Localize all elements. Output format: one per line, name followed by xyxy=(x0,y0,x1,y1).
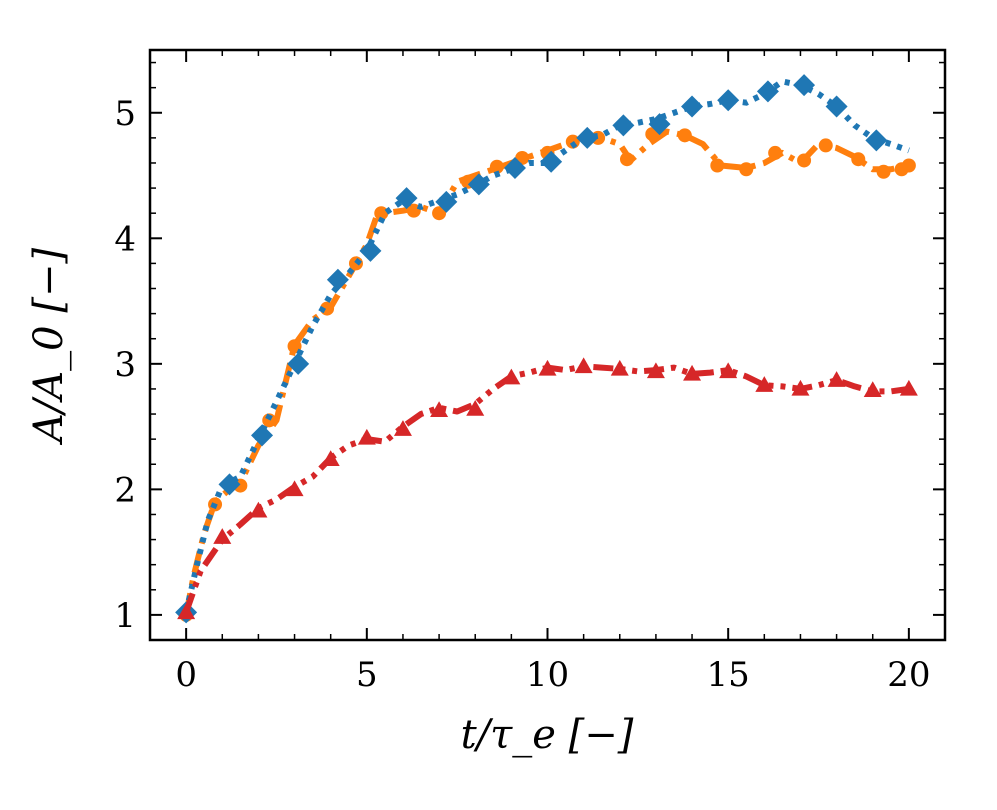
data-point-orange-circles-18 xyxy=(677,128,692,143)
data-point-orange-circles-8 xyxy=(406,203,421,218)
data-point-orange-circles-24 xyxy=(851,152,866,167)
data-point-blue-diamonds-18 xyxy=(825,95,848,118)
data-point-red-triangles-16 xyxy=(755,376,774,392)
data-point-red-triangles-9 xyxy=(502,368,521,385)
y-tick-label-4: 5 xyxy=(114,94,136,134)
data-point-orange-circles-21 xyxy=(768,145,783,160)
data-point-blue-diamonds-13 xyxy=(648,113,671,136)
data-point-red-triangles-4 xyxy=(321,450,340,466)
data-point-orange-circles-22 xyxy=(797,153,812,168)
data-point-orange-circles-23 xyxy=(818,138,833,153)
data-point-red-triangles-17 xyxy=(791,379,810,396)
x-tick-label-2: 10 xyxy=(526,655,569,695)
series-line-blue-diamonds xyxy=(183,78,910,614)
x-axis-label: t/τ_e [−] xyxy=(461,712,634,758)
data-point-red-triangles-5 xyxy=(357,428,376,445)
data-point-red-triangles-10 xyxy=(538,359,557,376)
data-point-blue-diamonds-12 xyxy=(612,114,635,137)
data-point-red-triangles-0 xyxy=(177,603,196,620)
y-tick-label-0: 1 xyxy=(114,596,136,636)
data-point-orange-circles-20 xyxy=(739,162,754,177)
data-point-blue-diamonds-5 xyxy=(359,239,382,262)
series-red-triangles xyxy=(177,357,918,620)
data-point-orange-circles-11 xyxy=(489,159,504,174)
x-tick-label-0: 0 xyxy=(175,655,197,695)
series-layer xyxy=(175,74,918,624)
data-point-red-triangles-18 xyxy=(827,371,846,387)
data-point-blue-diamonds-17 xyxy=(793,74,816,97)
y-axis-label: A/A_0 [−] xyxy=(26,248,72,447)
data-point-orange-circles-19 xyxy=(710,158,725,173)
data-point-blue-diamonds-3 xyxy=(287,352,310,375)
data-point-blue-diamonds-10 xyxy=(540,150,563,173)
data-point-red-triangles-2 xyxy=(249,501,268,518)
data-point-orange-circles-25 xyxy=(876,164,891,179)
data-point-red-triangles-20 xyxy=(899,379,918,396)
data-point-red-triangles-1 xyxy=(213,528,232,544)
data-point-blue-diamonds-1 xyxy=(218,473,241,496)
data-point-blue-diamonds-6 xyxy=(395,187,418,210)
data-point-red-triangles-8 xyxy=(466,400,485,416)
data-point-red-triangles-13 xyxy=(646,362,665,379)
data-point-red-triangles-7 xyxy=(430,401,449,418)
data-point-blue-diamonds-11 xyxy=(576,126,599,149)
data-point-red-triangles-11 xyxy=(574,357,593,374)
data-point-blue-diamonds-9 xyxy=(503,157,526,179)
data-point-blue-diamonds-7 xyxy=(435,190,458,213)
x-tick-label-1: 5 xyxy=(356,655,378,695)
data-point-red-triangles-6 xyxy=(393,420,412,436)
data-point-orange-circles-9 xyxy=(432,206,447,221)
tick-layer: 0 5 10 15 20 1 2 3 4 5 xyxy=(114,50,946,695)
data-point-blue-diamonds-2 xyxy=(251,424,274,447)
data-point-red-triangles-19 xyxy=(863,381,882,397)
data-point-blue-diamonds-19 xyxy=(865,129,888,152)
data-point-red-triangles-15 xyxy=(719,362,738,379)
data-point-orange-circles-27 xyxy=(901,158,916,173)
data-point-red-triangles-3 xyxy=(285,480,304,497)
data-point-orange-circles-3 xyxy=(262,413,277,428)
y-tick-label-1: 2 xyxy=(114,470,136,510)
data-point-blue-diamonds-14 xyxy=(681,95,704,118)
data-point-blue-diamonds-8 xyxy=(467,173,490,196)
series-blue-diamonds xyxy=(175,74,910,624)
data-point-blue-diamonds-15 xyxy=(717,89,740,112)
x-tick-label-4: 20 xyxy=(887,655,930,695)
y-tick-label-3: 4 xyxy=(114,219,136,259)
data-point-blue-diamonds-4 xyxy=(326,268,349,291)
x-tick-label-3: 15 xyxy=(707,655,750,695)
data-point-red-triangles-14 xyxy=(683,364,702,381)
y-tick-label-2: 3 xyxy=(114,345,136,385)
data-point-blue-diamonds-16 xyxy=(756,80,779,103)
data-point-red-triangles-12 xyxy=(610,359,629,376)
data-point-orange-circles-16 xyxy=(620,152,634,167)
